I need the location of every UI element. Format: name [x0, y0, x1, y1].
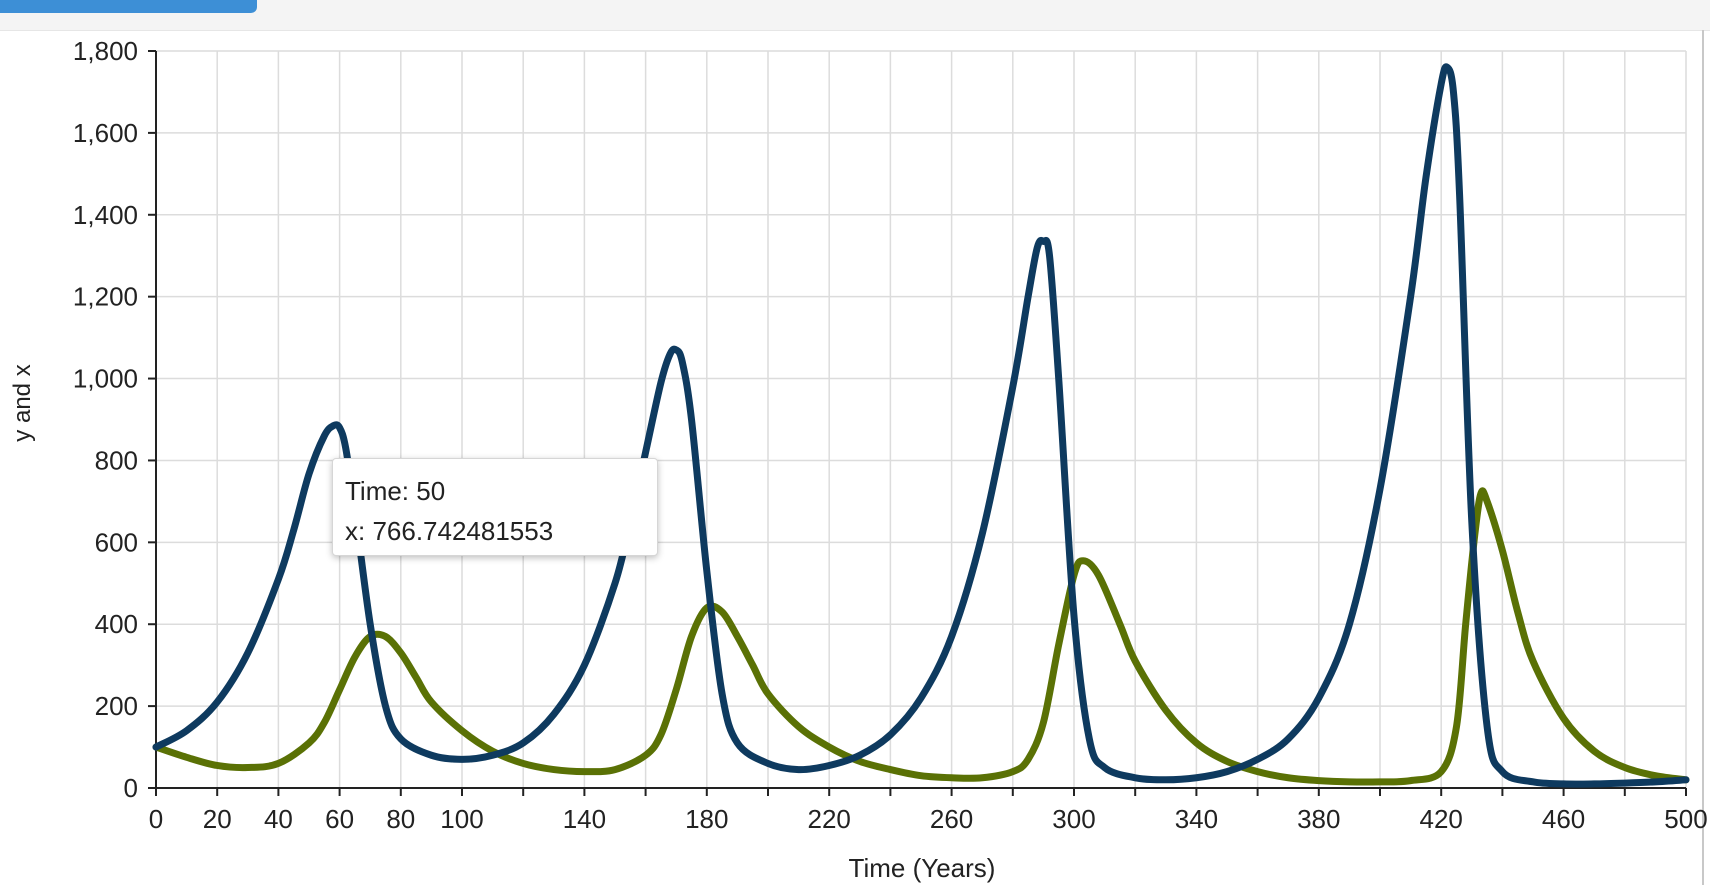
chart-tick-labels: 0 200 400 600 800 1,000 1,200 1,400 1,600 1,800 0 2…: [73, 36, 1708, 834]
y-tick-label: 1,800: [73, 36, 138, 66]
x-tick-label: 180: [685, 804, 728, 834]
x-tick-label: 300: [1052, 804, 1095, 834]
series-line-x: [152, 63, 1690, 788]
x-tick-label: 220: [808, 804, 851, 834]
tooltip-value: x: 766.742481553: [345, 516, 554, 546]
x-tick-label: 340: [1175, 804, 1218, 834]
chart-series: [152, 63, 1690, 788]
series-line-y: [152, 487, 1690, 786]
y-tick-label: 1,600: [73, 118, 138, 148]
y-tick-label: 1,200: [73, 282, 138, 312]
y-tick-label: 0: [124, 773, 138, 803]
chart-grid: [155, 50, 1687, 789]
x-tick-label: 380: [1297, 804, 1340, 834]
y-axis-label: y and x: [9, 364, 36, 441]
x-tick-label: 60: [325, 804, 354, 834]
x-tick-label: 20: [203, 804, 232, 834]
progress-bar: [0, 0, 257, 13]
panel-divider: [1702, 30, 1704, 885]
x-tick-label: 100: [440, 804, 483, 834]
tooltip-time: Time: 50: [345, 476, 446, 506]
y-tick-label: 200: [95, 691, 138, 721]
x-tick-label: 260: [930, 804, 973, 834]
x-tick-label: 80: [386, 804, 415, 834]
y-tick-label: 400: [95, 609, 138, 639]
x-tick-label: 460: [1542, 804, 1585, 834]
chart-tooltip: Time: 50 x: 766.742481553: [332, 458, 658, 556]
top-toolbar: [0, 0, 1710, 31]
chart-axes: [148, 50, 1687, 796]
y-tick-label: 1,400: [73, 200, 138, 230]
y-tick-label: 1,000: [73, 364, 138, 394]
x-axis-label: Time (Years): [849, 853, 996, 883]
y-tick-label: 600: [95, 527, 138, 557]
x-tick-label: 420: [1420, 804, 1463, 834]
y-tick-label: 800: [95, 445, 138, 475]
x-tick-label: 0: [149, 804, 163, 834]
x-tick-label: 500: [1664, 804, 1707, 834]
x-tick-label: 40: [264, 804, 293, 834]
x-tick-label: 140: [563, 804, 606, 834]
